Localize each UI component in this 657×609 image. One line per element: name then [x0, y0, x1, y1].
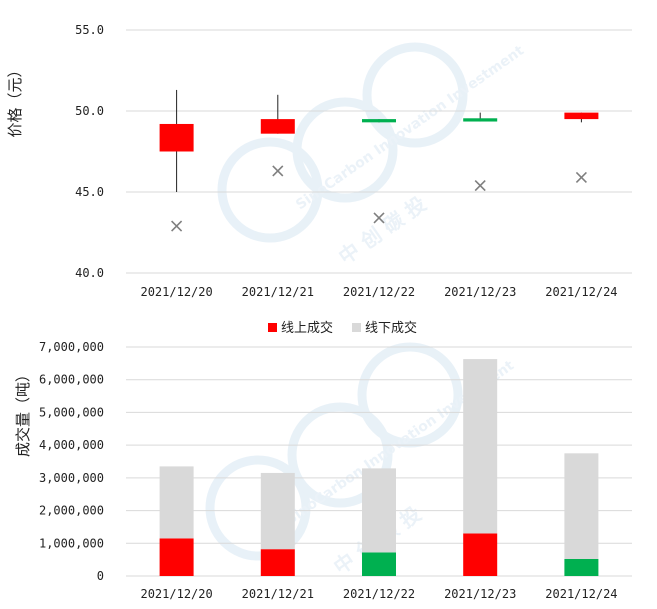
legend-swatch-online [268, 323, 277, 332]
volume-y-tick-label: 5,000,000 [39, 405, 104, 419]
price-x-tick-label: 2021/12/21 [242, 285, 314, 299]
price-x-tick-label: 2021/12/20 [140, 285, 212, 299]
volume-x-tick-label: 2021/12/23 [444, 587, 516, 601]
legend-swatch-offline [352, 323, 361, 332]
volume-y-tick-label: 7,000,000 [39, 340, 104, 354]
price-x-tick-labels: 2021/12/20 2021/12/21 2021/12/22 2021/12/23… [140, 285, 617, 299]
volume-x-tick-label: 2021/12/24 [545, 587, 617, 601]
price-chart: 40.045.050.055.0 2021/12/20 2021/12/21 202… [6, 23, 632, 299]
volume-x-tick-label: 2021/12/21 [242, 587, 314, 601]
candle-body [362, 119, 396, 123]
x-marker [272, 165, 284, 177]
price-y-tick-label: 40.0 [75, 266, 104, 280]
candle-body [260, 119, 295, 134]
volume-x-tick-labels: 2021/12/20 2021/12/21 2021/12/22 2021/12/23… [140, 587, 617, 601]
bar-offline [260, 472, 295, 550]
volume-x-tick-label: 2021/12/20 [140, 587, 212, 601]
watermark-top: SinoCarbon Innovation Investment 中 创 碳 投 [217, 42, 527, 270]
price-x-tick-label: 2021/12/24 [545, 285, 617, 299]
bar-online [463, 533, 498, 576]
candle-body [159, 123, 194, 152]
volume-y-tick-label: 4,000,000 [39, 438, 104, 452]
legend-label-online: 线上成交 [281, 320, 333, 336]
volume-bars [159, 359, 599, 576]
price-candles [159, 89, 599, 232]
volume-y-tick-label: 3,000,000 [39, 471, 104, 485]
price-y-tick-label: 45.0 [75, 185, 104, 199]
bar-offline [564, 453, 599, 559]
price-y-tick-labels: 40.0 45.0 50.0 55.0 [75, 23, 104, 280]
volume-y-tick-label: 0 [97, 569, 104, 583]
bar-online [159, 538, 194, 576]
price-x-tick-label: 2021/12/22 [343, 285, 415, 299]
x-marker-stroke [171, 220, 183, 232]
bar-offline [362, 468, 396, 553]
x-marker-stroke [272, 165, 284, 177]
volume-legend: 线上成交 线下成交 [268, 320, 417, 336]
legend-label-offline: 线下成交 [365, 320, 417, 336]
volume-x-tick-label: 2021/12/22 [343, 587, 415, 601]
x-marker [474, 179, 486, 192]
x-marker-stroke [373, 212, 385, 224]
x-marker [373, 212, 385, 224]
price-y-tick-label: 55.0 [75, 23, 104, 37]
price-y-tick-label: 50.0 [75, 104, 104, 118]
volume-chart: 线上成交 线下成交 0 1,000,000 2,000,000 3,000,000 4,… [14, 320, 632, 601]
x-marker [171, 220, 183, 232]
volume-y-tick-labels: 0 1,000,000 2,000,000 3,000,000 4,000,000 5,0… [39, 340, 104, 583]
candle-body [564, 112, 599, 120]
x-marker [575, 171, 587, 183]
price-y-axis-label: 价格（元） [6, 62, 24, 137]
volume-y-tick-label: 1,000,000 [39, 536, 104, 550]
volume-y-tick-label: 6,000,000 [39, 373, 104, 387]
x-marker-stroke [575, 171, 587, 183]
bar-offline [463, 359, 498, 534]
bar-online [260, 549, 295, 576]
volume-y-axis-label: 成交量（吨） [14, 367, 32, 457]
bar-online [564, 558, 599, 576]
watermark-cn-text-top: 中 创 碳 投 [334, 192, 430, 270]
price-gridlines [126, 29, 632, 274]
volume-y-tick-label: 2,000,000 [39, 504, 104, 518]
candle-body [463, 118, 498, 122]
bar-offline [159, 466, 194, 539]
x-marker-stroke [474, 179, 486, 192]
watermark-brand-text-top: SinoCarbon Innovation Investment [293, 43, 527, 214]
bar-online [362, 552, 396, 576]
price-x-tick-label: 2021/12/23 [444, 285, 516, 299]
